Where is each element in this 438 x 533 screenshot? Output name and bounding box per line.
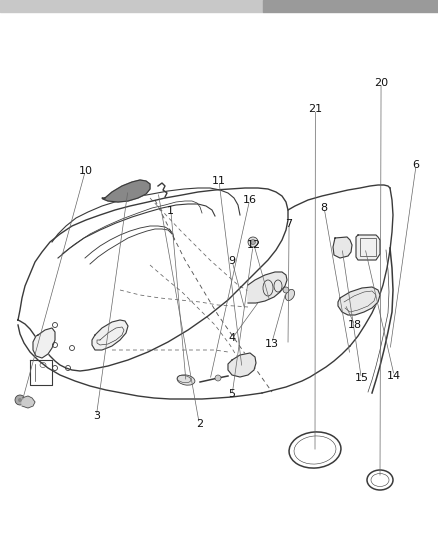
Bar xyxy=(263,0,438,12)
Polygon shape xyxy=(248,272,287,303)
Text: 2: 2 xyxy=(196,419,203,429)
Text: 18: 18 xyxy=(348,320,362,330)
Text: 3: 3 xyxy=(93,411,100,421)
Bar xyxy=(0,0,263,12)
Text: 1: 1 xyxy=(167,206,174,215)
Ellipse shape xyxy=(177,375,195,385)
Polygon shape xyxy=(92,320,128,350)
Circle shape xyxy=(215,375,221,381)
Circle shape xyxy=(251,239,255,245)
Text: 9: 9 xyxy=(229,256,236,266)
Text: 7: 7 xyxy=(286,219,293,229)
Polygon shape xyxy=(333,237,352,258)
Text: 14: 14 xyxy=(387,371,401,381)
Text: 5: 5 xyxy=(229,390,236,399)
Text: 11: 11 xyxy=(212,176,226,186)
Circle shape xyxy=(248,237,258,247)
Text: 6: 6 xyxy=(413,160,420,170)
Bar xyxy=(360,238,376,256)
Circle shape xyxy=(15,395,25,405)
Polygon shape xyxy=(102,180,150,202)
Ellipse shape xyxy=(283,287,289,293)
Circle shape xyxy=(18,398,22,402)
Ellipse shape xyxy=(286,289,295,301)
Polygon shape xyxy=(33,328,55,358)
Text: 16: 16 xyxy=(243,195,257,205)
Polygon shape xyxy=(22,396,35,408)
Text: 20: 20 xyxy=(374,78,388,87)
Text: 8: 8 xyxy=(321,203,328,213)
Text: 12: 12 xyxy=(247,240,261,250)
Polygon shape xyxy=(228,353,256,377)
Text: 15: 15 xyxy=(354,374,368,383)
Text: 10: 10 xyxy=(78,166,92,175)
Polygon shape xyxy=(356,235,380,260)
Text: 4: 4 xyxy=(229,334,236,343)
Text: 13: 13 xyxy=(265,339,279,349)
Polygon shape xyxy=(338,287,380,315)
Text: 21: 21 xyxy=(308,104,322,114)
